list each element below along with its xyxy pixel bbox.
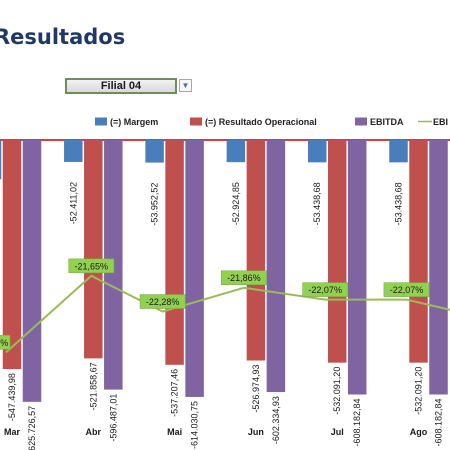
legend-entry-0: (=) Margem [110, 117, 158, 127]
percent-label: -22,07% [390, 285, 424, 295]
bar-1-Abr [84, 140, 103, 359]
x-axis-label: Abr [86, 427, 102, 437]
bar-data-label: -526.974,93 [251, 365, 261, 413]
percent-label-box [302, 282, 349, 297]
bar-data-label: -52.411,02 [68, 182, 78, 224]
bar-2-Jun [266, 140, 286, 393]
legend-entry-3: EBI [433, 117, 448, 127]
percent-label: -21,86% [227, 273, 261, 283]
bar-data-label: -53.952,52 [150, 183, 160, 226]
bar-data-label: -547.439,98 [7, 373, 17, 421]
ebitda-percent-line [5, 274, 450, 354]
bar-1-Mai [165, 140, 184, 365]
bar-0-Abr [64, 140, 83, 162]
bar-data-label: -537.207,46 [170, 369, 180, 417]
legend-swatch-2 [355, 117, 367, 126]
bar-data-label: -614.030,75 [190, 401, 200, 449]
legend-entry-1: (=) Resultado Operacional [205, 117, 317, 127]
bar-1-Jul [327, 140, 347, 363]
bar-0-Jul [307, 140, 327, 163]
x-axis-labels: Mar Abr Mai Jun Jul Ago [4, 427, 428, 437]
percent-label: -21,65% [75, 261, 109, 271]
bar-0-Jun [226, 140, 246, 163]
bar-data-label: -52.924,85 [231, 182, 241, 225]
bar-2-Mai [185, 140, 204, 397]
bar-1-Mar [2, 140, 22, 370]
bar-0-Ago [389, 140, 408, 163]
filter-select[interactable]: Filial 04 [65, 78, 177, 94]
bar-1-Ago [409, 140, 428, 363]
legend-swatch-1 [190, 117, 202, 126]
page-title: Resultados [0, 25, 126, 49]
x-axis-label: Mar [4, 427, 21, 437]
legend-swatch-0 [95, 117, 107, 126]
bar-2-Ago [429, 140, 448, 395]
bar-data-label: -596.487,01 [108, 394, 118, 442]
x-axis-label: Ago [410, 427, 428, 437]
filter-dropdown-button[interactable]: ▼ [179, 79, 192, 92]
legend-entry-2: EBITDA [370, 117, 404, 127]
bar-data-label: -608.182,84 [352, 399, 362, 447]
percent-label-box [221, 270, 267, 285]
bar-series-group: -547.439,98 -625.726,57 -52.411,02 -521.858… [0, 140, 448, 450]
bar-0-Mai [145, 140, 164, 163]
percent-label-box [139, 294, 186, 309]
percent-label-box [383, 282, 430, 297]
percent-label: -22,28% [146, 297, 180, 307]
ebitda-percent-line-group: % -21,65% -22,28% -21,86% -22,07% -22,07% [0, 258, 450, 354]
percent-label: -22,07% [308, 285, 342, 295]
bar-data-label: -602.334,93 [271, 396, 281, 444]
bar-2-Mar [22, 140, 42, 402]
results-chart: (=) Margem (=) Resultado Operacional EBITD… [0, 117, 450, 450]
x-axis-label: Jul [331, 427, 344, 437]
bar-data-label: -53.438,68 [394, 182, 404, 225]
percent-label-box [68, 258, 115, 274]
bar-data-label: -532.091,20 [414, 367, 424, 415]
percent-label-box [0, 335, 11, 350]
chevron-down-icon: ▼ [181, 81, 190, 90]
x-axis-label: Mai [167, 427, 182, 437]
bar-data-label: -532.091,20 [332, 367, 342, 415]
bar-0-Mar [0, 140, 2, 180]
chart-legend: (=) Margem (=) Resultado Operacional EBITD… [95, 117, 448, 127]
percent-label: % [0, 338, 8, 348]
bar-data-label: -53.438,68 [312, 182, 322, 225]
x-axis-label: Jun [248, 427, 264, 437]
bar-data-label: -625.726,57 [27, 406, 37, 450]
bar-2-Jul [347, 140, 367, 395]
bar-data-label: -521.858,67 [88, 362, 98, 410]
bar-1-Jun [246, 140, 266, 361]
bar-data-label: -608.182,84 [434, 399, 444, 447]
